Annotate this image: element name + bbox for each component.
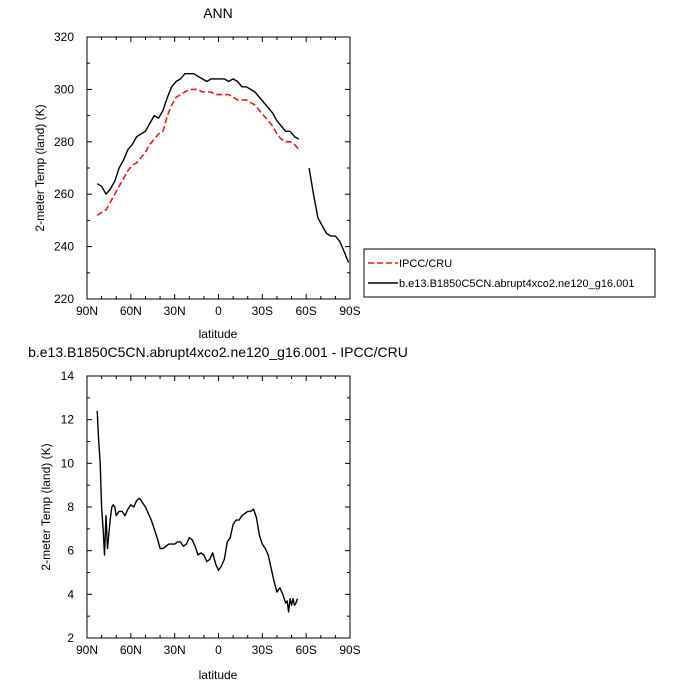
y-tick-label: 6: [67, 544, 74, 558]
y-tick-label: 320: [54, 30, 74, 44]
chart-title: b.e13.B1850C5CN.abrupt4xco2.ne120_g16.00…: [28, 344, 408, 360]
y-tick-label: 12: [61, 413, 75, 427]
x-tick-label: 60S: [295, 304, 316, 318]
x-tick-label: 30N: [164, 304, 186, 318]
chart-temperature-difference: b.e13.B1850C5CN.abrupt4xco2.ne120_g16.00…: [28, 344, 408, 682]
x-tick-label: 90S: [339, 643, 360, 657]
y-tick-label: 10: [61, 456, 75, 470]
x-tick-label: 30N: [164, 643, 186, 657]
x-tick-label: 60N: [120, 643, 142, 657]
y-tick-label: 280: [54, 135, 74, 149]
y-tick-label: 8: [67, 500, 74, 514]
tick-labels: 90N 60N 30N 0 30S 60S 90S 220 240 260 280 300 320: [54, 30, 361, 318]
plot-frame: [86, 36, 351, 300]
x-tick-label: 60N: [120, 304, 142, 318]
x-tick-label: 90S: [339, 304, 360, 318]
legend-box: [363, 248, 656, 298]
y-tick-label: 4: [67, 587, 74, 601]
y-axis-label: 2-meter Temp (land) (K): [33, 104, 47, 231]
legend-label-model: b.e13.B1850C5CN.abrupt4xco2.ne120_g16.00…: [399, 278, 634, 290]
series-group: [96, 410, 299, 613]
x-tick-label: 30S: [252, 643, 273, 657]
x-tick-label: 0: [215, 643, 222, 657]
plot-frame: [86, 375, 351, 639]
x-tick-label: 60S: [295, 643, 316, 657]
series-line-difference: [96, 410, 299, 613]
x-axis-label: latitude: [199, 327, 238, 341]
series-line-ipcc-cru: [96, 88, 300, 216]
y-tick-label: 2: [67, 631, 74, 645]
y-tick-label: 240: [54, 240, 74, 254]
x-tick-label: 90N: [76, 643, 98, 657]
legend: IPCC/CRU b.e13.B1850C5CN.abrupt4xco2.ne1…: [363, 248, 656, 298]
y-tick-label: 260: [54, 187, 74, 201]
y-tick-label: 300: [54, 82, 74, 96]
x-axis-label: latitude: [199, 668, 238, 682]
x-tick-label: 0: [215, 304, 222, 318]
y-tick-label: 14: [61, 369, 75, 383]
series-line-b-e13-b1850c5cn-abrupt4xco2-ne120-g16-001: [96, 73, 350, 263]
chart-title: ANN: [203, 5, 233, 21]
tick-labels: 90N 60N 30N 0 30S 60S 90S 2 4 6 8 10 12 14: [61, 369, 361, 657]
series-group: [96, 73, 350, 263]
x-tick-label: 30S: [252, 304, 273, 318]
y-axis-label: 2-meter Temp (land) (K): [39, 443, 53, 570]
chart-annual-temperature: ANN 90N 60N 30N 0 30S 60S 90S 220 240 260 280 300 32…: [33, 5, 656, 341]
y-tick-label: 220: [54, 292, 74, 306]
axis-ticks: [86, 375, 351, 639]
x-tick-label: 90N: [76, 304, 98, 318]
legend-label-ipcc-cru: IPCC/CRU: [399, 258, 452, 270]
axis-ticks: [86, 36, 351, 300]
